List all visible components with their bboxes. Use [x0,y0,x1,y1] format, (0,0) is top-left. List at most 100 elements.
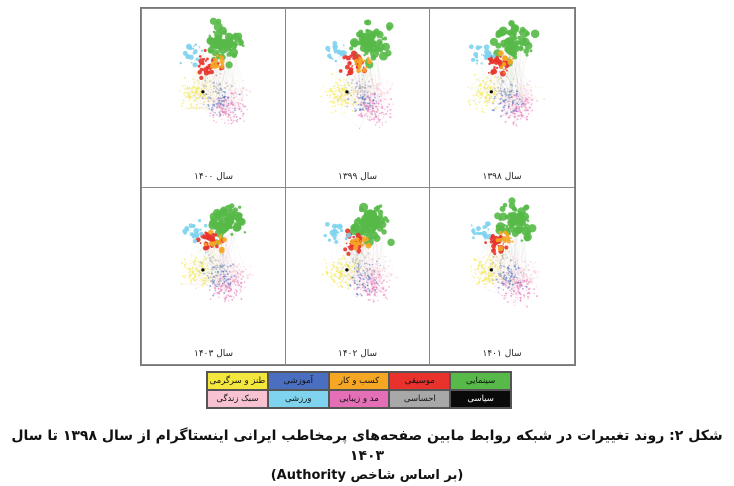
network-node [235,107,236,108]
network-node [356,233,361,238]
network-node [500,71,506,77]
network-node [233,263,234,264]
network-node [237,119,238,120]
network-node [236,266,238,268]
network-graph [430,188,575,365]
network-node [348,279,349,280]
network-node [532,103,533,104]
network-node [530,84,531,85]
network-node [507,59,512,64]
network-node [516,125,517,126]
network-node [495,263,497,265]
network-node [195,267,197,269]
network-node [184,95,185,96]
network-node [242,95,243,96]
network-node [475,98,476,99]
network-node [239,97,240,98]
network-node [485,279,486,280]
network-node [188,100,189,101]
network-node [522,92,523,93]
network-node [220,103,222,105]
network-node [197,70,201,74]
network-node [361,101,363,103]
network-node [236,225,241,230]
network-node [387,110,389,112]
network-node [381,94,382,95]
network-node [380,265,381,266]
network-node [331,269,333,271]
network-node [377,118,378,119]
network-node [217,105,218,106]
network-node [526,278,527,279]
network-node [358,104,359,105]
network-node [196,87,198,89]
network-node [497,281,499,283]
network-node [203,101,205,103]
network-node [225,291,226,292]
network-node [513,79,514,80]
network-node [373,273,374,274]
network-node [333,85,335,87]
network-node [221,285,222,286]
network-node [360,113,362,115]
network-node [361,116,363,118]
network-node [219,291,220,292]
network-node [529,80,531,82]
network-node [234,90,235,91]
network-node [335,276,336,277]
legend-item-fashion: مد و زیبایی [329,390,390,408]
network-node [211,268,213,270]
network-node [498,28,506,36]
network-node [240,89,241,90]
network-node [215,90,217,92]
network-node [224,91,226,93]
network-node [335,96,337,98]
network-node [524,88,526,90]
network-node [498,50,504,56]
network-node [237,103,239,105]
network-node [357,270,358,271]
network-node [342,255,344,257]
network-node [341,101,342,102]
network-node [354,269,355,270]
network-node [366,277,367,278]
network-node [371,101,372,102]
network-node [496,90,498,92]
network-node [514,121,515,122]
network-node [508,272,510,274]
network-node [219,280,220,281]
network-node [341,95,343,97]
network-node [505,286,507,288]
network-node [387,239,394,246]
network-node [238,108,240,110]
network-node [530,274,532,276]
network-node [334,88,335,89]
network-node [217,264,218,265]
network-node [219,59,224,64]
network-node [188,108,190,110]
network-node [202,274,203,275]
network-node [349,285,351,287]
network-node [518,281,519,282]
network-node [477,265,479,267]
network-node [330,90,332,92]
network-node [219,239,221,241]
network-node [538,271,539,272]
network-node [215,275,216,276]
network-node [222,104,224,106]
network-node [222,95,223,96]
network-node [333,265,335,267]
network-node [500,86,501,87]
network-node [375,283,376,284]
network-node [246,275,247,276]
network-node [190,261,191,262]
network-node [381,106,383,108]
network-node [365,84,366,85]
network-node [212,266,214,268]
network-node [365,243,371,249]
network-node [207,81,208,82]
network-node [353,245,358,250]
network-node [202,98,204,100]
network-node [503,276,505,278]
network-node [508,226,515,233]
